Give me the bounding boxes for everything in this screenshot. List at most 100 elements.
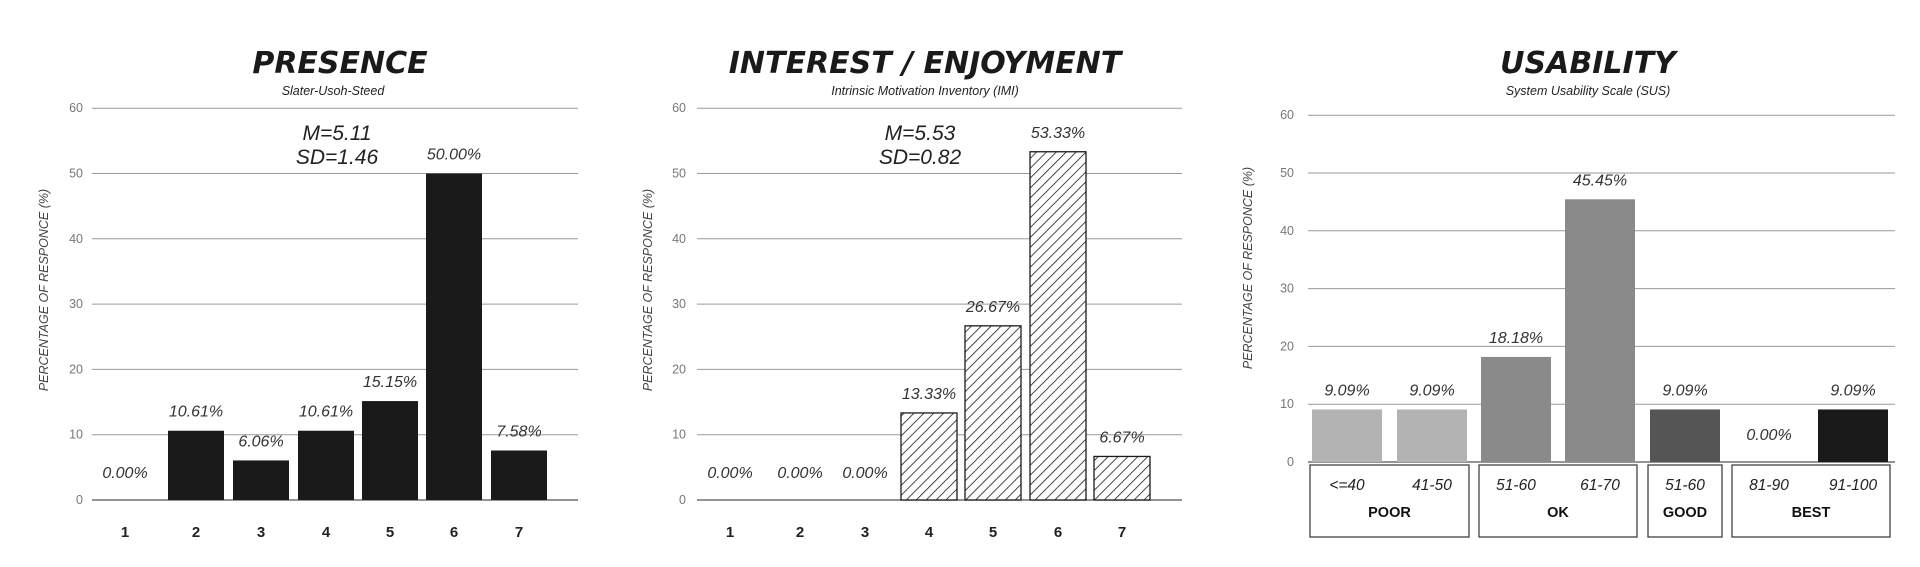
presence-y-tick-label: 10	[69, 428, 83, 442]
interest-data-label: 0.00%	[777, 465, 822, 482]
usability-range-label: 91-100	[1829, 477, 1878, 494]
interest-y-tick-label: 20	[672, 362, 686, 376]
usability-data-label: 18.18%	[1489, 330, 1543, 347]
interest-data-label: 26.67%	[965, 299, 1020, 316]
usability-data-label: 9.09%	[1324, 382, 1369, 399]
usability-group-label-poor: POOR	[1368, 505, 1411, 521]
interest-data-label: 0.00%	[707, 465, 752, 482]
interest-x-tick-label: 3	[861, 524, 869, 541]
interest-y-tick-label: 10	[672, 428, 686, 442]
interest-y-tick-label: 30	[672, 297, 686, 311]
presence-bar-7	[491, 450, 547, 500]
usability-y-tick-label: 30	[1280, 282, 1294, 296]
interest-y-tick-label: 60	[672, 101, 686, 115]
usability-y-tick-label: 0	[1287, 455, 1294, 469]
usability-group-box-ok	[1478, 464, 1638, 538]
interest-x-tick-label: 4	[925, 524, 934, 541]
usability-data-label: 0.00%	[1746, 427, 1791, 444]
usability-y-axis-label: PERCENTAGE OF RESPONCE (%)	[1241, 167, 1255, 369]
interest-title: INTEREST / ENJOYMENT	[729, 46, 1124, 81]
presence-bar-3	[233, 460, 289, 500]
presence-x-tick-label: 1	[121, 524, 129, 541]
interest-bar-4	[900, 412, 958, 501]
presence-y-tick-label: 40	[69, 232, 83, 246]
interest-data-label: 0.00%	[842, 465, 887, 482]
presence-data-label: 7.58%	[496, 424, 541, 441]
interest-bar-5	[964, 325, 1022, 501]
presence-x-tick-label: 4	[322, 524, 331, 541]
presence-data-label: 10.61%	[169, 404, 223, 421]
usability-bar-41-50	[1397, 409, 1467, 462]
presence-y-tick-label: 60	[69, 101, 83, 115]
usability-range-label: 51-60	[1496, 477, 1536, 494]
presence-x-tick-label: 2	[192, 524, 200, 541]
usability-group-box-good	[1647, 464, 1723, 538]
presence-data-label: 10.61%	[299, 404, 353, 421]
presence-data-label: 15.15%	[363, 374, 417, 391]
presence-x-tick-label: 6	[450, 524, 458, 541]
usability-title: USABILITY	[1500, 46, 1679, 81]
interest-data-label: 6.67%	[1099, 429, 1144, 446]
presence-y-tick-label: 0	[76, 493, 83, 507]
interest-y-tick-label: 40	[672, 232, 686, 246]
interest-y-axis-label: PERCENTAGE OF RESPONCE (%)	[641, 189, 655, 391]
presence-bar-4	[298, 430, 354, 500]
usability-y-tick-label: 20	[1280, 339, 1294, 353]
interest-bar-6	[1029, 151, 1087, 501]
interest-x-tick-label: 7	[1118, 524, 1126, 541]
interest-sd-annotation: SD=0.82	[879, 146, 962, 169]
plots-layer: 01020304050600.00%110.61%26.06%310.61%41…	[69, 101, 1895, 541]
presence-bar-6	[426, 173, 482, 500]
usability-range-label: 61-70	[1580, 477, 1620, 494]
presence-title: PRESENCE	[252, 46, 428, 81]
usability-group-label-best: BEST	[1792, 505, 1831, 521]
usability-range-label: 51-60	[1665, 477, 1705, 494]
usability-range-label: 81-90	[1749, 477, 1789, 494]
interest-data-label: 13.33%	[902, 386, 956, 403]
interest-x-tick-label: 6	[1054, 524, 1062, 541]
presence-x-tick-label: 5	[386, 524, 394, 541]
interest-x-tick-label: 2	[796, 524, 804, 541]
usability-group-label-ok: OK	[1547, 505, 1569, 521]
interest-mean-annotation: M=5.53	[885, 122, 956, 145]
presence-x-tick-label: 3	[257, 524, 265, 541]
presence-mean-annotation: M=5.11	[302, 122, 371, 145]
interest-subtitle: Intrinsic Motivation Inventory (IMI)	[831, 84, 1019, 98]
presence-x-tick-label: 7	[515, 524, 523, 541]
presence-subtitle: Slater-Usoh-Steed	[282, 84, 386, 98]
usability-group-label-good: GOOD	[1663, 505, 1707, 521]
usability-y-tick-label: 40	[1280, 224, 1294, 238]
usability-bar-51-60	[1650, 409, 1720, 462]
interest-x-tick-label: 1	[726, 524, 734, 541]
usability-bar-91-100	[1818, 409, 1888, 462]
interest-y-tick-label: 0	[679, 493, 686, 507]
usability-data-label: 9.09%	[1830, 382, 1875, 399]
usability-y-tick-label: 60	[1280, 108, 1294, 122]
presence-y-tick-label: 20	[69, 362, 83, 376]
usability-group-box-poor	[1309, 464, 1470, 538]
usability-group-box-best	[1731, 464, 1891, 538]
usability-range-label: <=40	[1329, 477, 1365, 494]
presence-bar-5	[362, 401, 418, 500]
interest-y-tick-label: 50	[672, 167, 686, 181]
presence-bar-2	[168, 430, 224, 500]
usability-range-label: 41-50	[1412, 477, 1452, 494]
interest-x-tick-label: 5	[989, 524, 997, 541]
presence-data-label: 6.06%	[238, 433, 283, 450]
presence-data-label: 50.00%	[427, 147, 481, 164]
usability-data-label: 9.09%	[1662, 382, 1707, 399]
presence-data-label: 0.00%	[102, 465, 147, 482]
usability-subtitle: System Usability Scale (SUS)	[1506, 84, 1671, 98]
presence-y-tick-label: 50	[69, 167, 83, 181]
interest-data-label: 53.33%	[1031, 125, 1085, 142]
usability-bar-51-60	[1481, 356, 1551, 462]
presence-y-axis-label: PERCENTAGE OF RESPONCE (%)	[37, 189, 51, 391]
usability-y-tick-label: 50	[1280, 166, 1294, 180]
presence-y-tick-label: 30	[69, 297, 83, 311]
usability-y-tick-label: 10	[1280, 397, 1294, 411]
usability-data-label: 45.45%	[1573, 172, 1627, 189]
interest-bar-7	[1093, 455, 1151, 501]
presence-sd-annotation: SD=1.46	[296, 146, 379, 169]
usability-data-label: 9.09%	[1409, 382, 1454, 399]
